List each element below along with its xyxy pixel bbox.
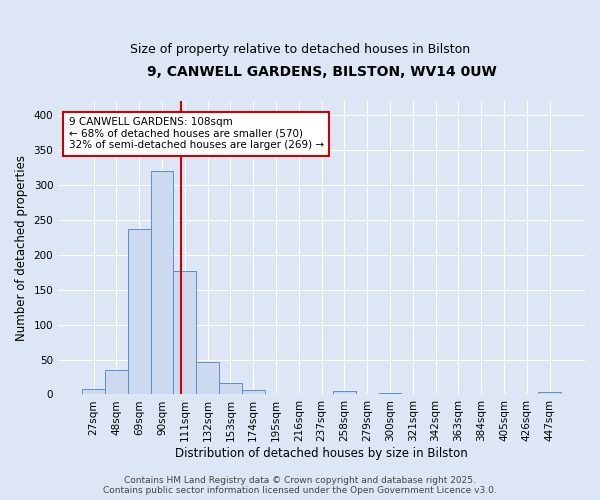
Bar (379, 393, 401, 394)
Text: 9 CANWELL GARDENS: 108sqm
← 68% of detached houses are smaller (570)
32% of semi: 9 CANWELL GARDENS: 108sqm ← 68% of detac… (69, 117, 324, 150)
Bar (196, 362, 219, 394)
Text: Contains HM Land Registry data © Crown copyright and database right 2025.
Contai: Contains HM Land Registry data © Crown c… (103, 476, 497, 495)
Bar (242, 390, 265, 394)
Bar (151, 171, 173, 394)
Bar (538, 392, 561, 394)
Text: Size of property relative to detached houses in Bilston: Size of property relative to detached ho… (130, 42, 470, 56)
Bar (219, 384, 242, 394)
Title: 9, CANWELL GARDENS, BILSTON, WV14 0UW: 9, CANWELL GARDENS, BILSTON, WV14 0UW (147, 65, 496, 79)
X-axis label: Distribution of detached houses by size in Bilston: Distribution of detached houses by size … (175, 447, 468, 460)
Bar (333, 391, 356, 394)
Y-axis label: Number of detached properties: Number of detached properties (15, 154, 28, 340)
Bar (82, 389, 105, 394)
Bar (128, 229, 151, 394)
Bar (173, 271, 196, 394)
Bar (105, 370, 128, 394)
